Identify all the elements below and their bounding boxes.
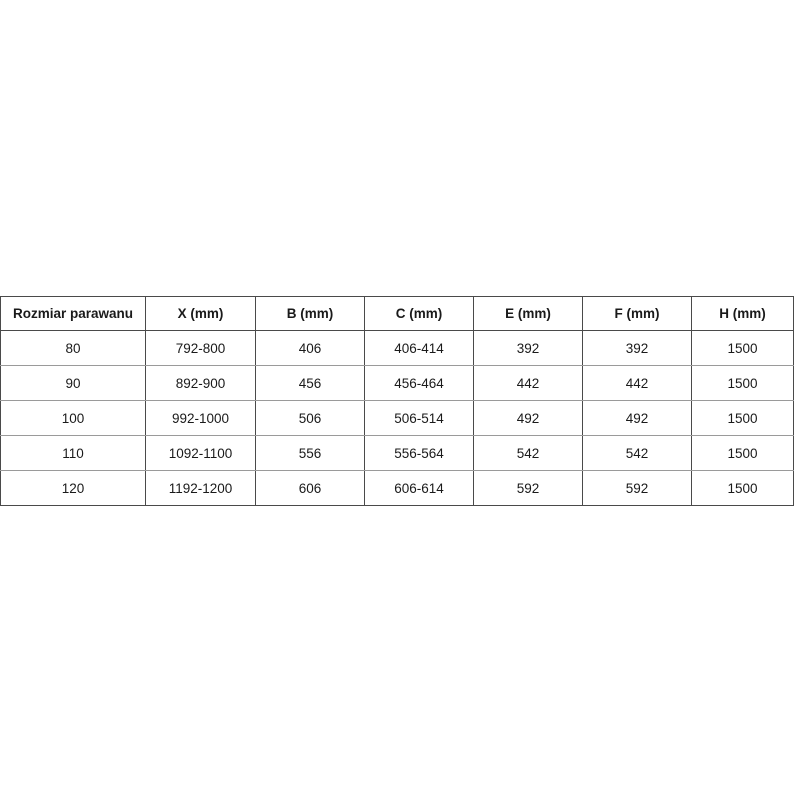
cell-h: 1500 bbox=[691, 470, 794, 506]
cell-x: 792-800 bbox=[145, 330, 256, 366]
cell-size: 80 bbox=[0, 330, 146, 366]
cell-h: 1500 bbox=[691, 435, 794, 471]
cell-e: 592 bbox=[473, 470, 583, 506]
table-row: 120 1192-1200 606 606-614 592 592 1500 bbox=[0, 470, 794, 506]
cell-b: 606 bbox=[255, 470, 365, 506]
cell-x: 892-900 bbox=[145, 365, 256, 401]
cell-size: 110 bbox=[0, 435, 146, 471]
cell-c: 456-464 bbox=[364, 365, 474, 401]
cell-e: 392 bbox=[473, 330, 583, 366]
cell-h: 1500 bbox=[691, 400, 794, 436]
table-row: 110 1092-1100 556 556-564 542 542 1500 bbox=[0, 435, 794, 471]
cell-b: 406 bbox=[255, 330, 365, 366]
cell-f: 592 bbox=[582, 470, 692, 506]
table-row: 90 892-900 456 456-464 442 442 1500 bbox=[0, 365, 794, 401]
table-row: 100 992-1000 506 506-514 492 492 1500 bbox=[0, 400, 794, 436]
cell-size: 90 bbox=[0, 365, 146, 401]
cell-x: 1092-1100 bbox=[145, 435, 256, 471]
cell-f: 542 bbox=[582, 435, 692, 471]
cell-f: 442 bbox=[582, 365, 692, 401]
cell-h: 1500 bbox=[691, 365, 794, 401]
column-header-rozmiar-parawanu: Rozmiar parawanu bbox=[0, 296, 146, 331]
cell-size: 100 bbox=[0, 400, 146, 436]
cell-e: 542 bbox=[473, 435, 583, 471]
cell-h: 1500 bbox=[691, 330, 794, 366]
table-header: Rozmiar parawanu X (mm) B (mm) C (mm) E … bbox=[0, 296, 794, 331]
cell-c: 606-614 bbox=[364, 470, 474, 506]
table-body: 80 792-800 406 406-414 392 392 1500 90 8… bbox=[0, 330, 794, 506]
cell-f: 492 bbox=[582, 400, 692, 436]
cell-f: 392 bbox=[582, 330, 692, 366]
cell-c: 556-564 bbox=[364, 435, 474, 471]
column-header-c: C (mm) bbox=[364, 296, 474, 331]
cell-c: 506-514 bbox=[364, 400, 474, 436]
cell-b: 556 bbox=[255, 435, 365, 471]
column-header-h: H (mm) bbox=[691, 296, 794, 331]
specification-table: Rozmiar parawanu X (mm) B (mm) C (mm) E … bbox=[0, 296, 794, 506]
cell-size: 120 bbox=[0, 470, 146, 506]
cell-b: 456 bbox=[255, 365, 365, 401]
column-header-e: E (mm) bbox=[473, 296, 583, 331]
cell-c: 406-414 bbox=[364, 330, 474, 366]
column-header-b: B (mm) bbox=[255, 296, 365, 331]
cell-e: 492 bbox=[473, 400, 583, 436]
column-header-f: F (mm) bbox=[582, 296, 692, 331]
cell-x: 992-1000 bbox=[145, 400, 256, 436]
cell-e: 442 bbox=[473, 365, 583, 401]
specification-table-container: Rozmiar parawanu X (mm) B (mm) C (mm) E … bbox=[0, 296, 794, 506]
table-header-row: Rozmiar parawanu X (mm) B (mm) C (mm) E … bbox=[0, 296, 794, 331]
cell-b: 506 bbox=[255, 400, 365, 436]
table-row: 80 792-800 406 406-414 392 392 1500 bbox=[0, 330, 794, 366]
cell-x: 1192-1200 bbox=[145, 470, 256, 506]
column-header-x: X (mm) bbox=[145, 296, 256, 331]
